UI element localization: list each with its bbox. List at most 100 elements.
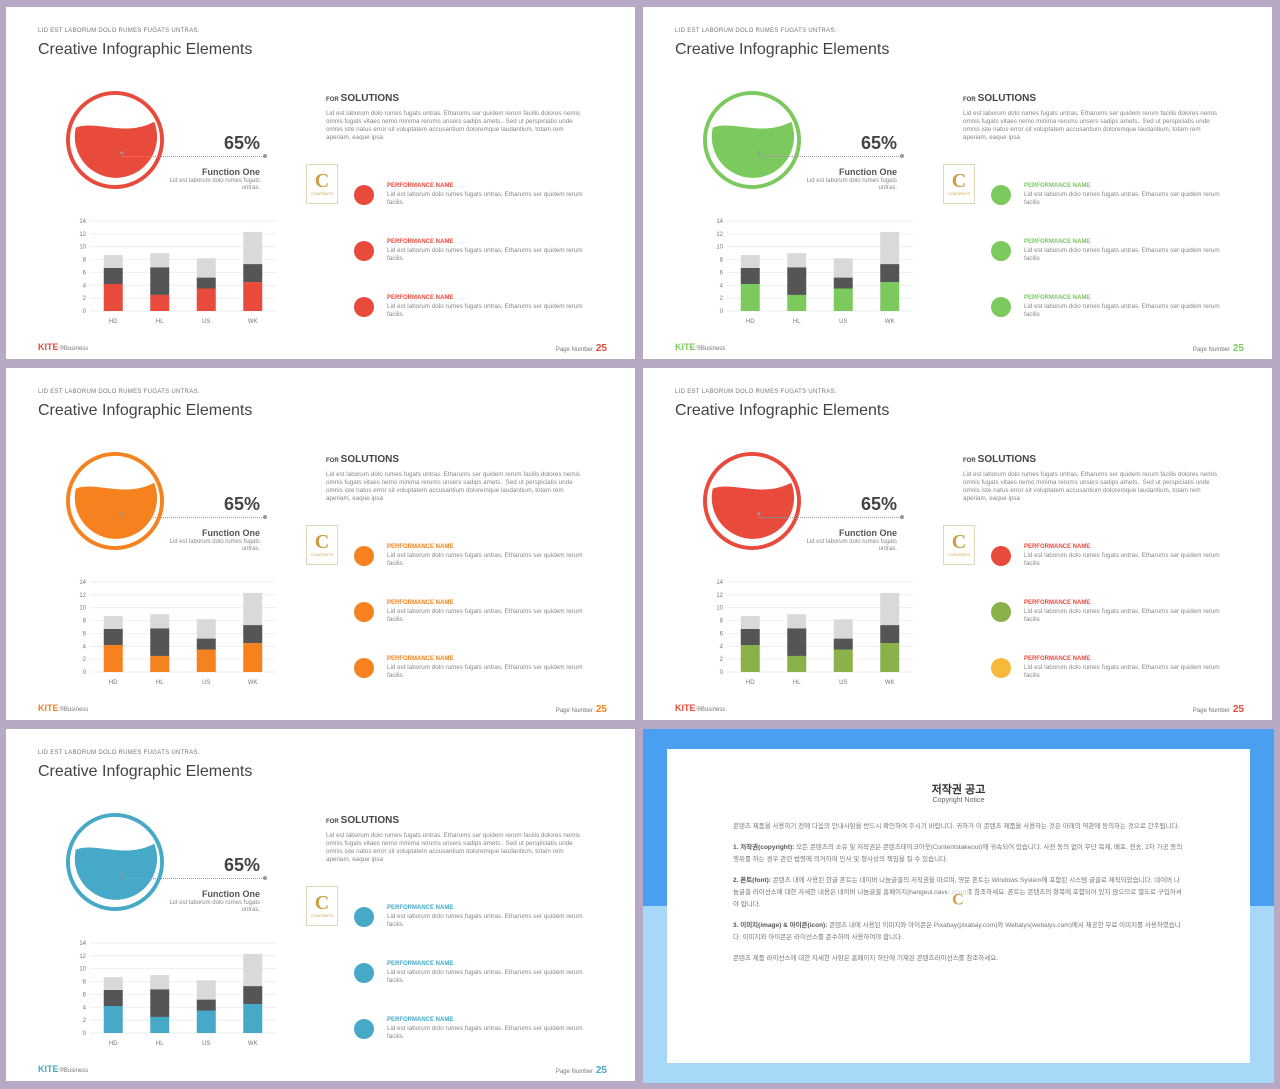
performance-item: PERFORMANCE NAME Lid est laborum dolo ru…	[991, 598, 1231, 628]
bar-segment-hl-2	[787, 253, 807, 268]
x-tick-label: US	[202, 1041, 210, 1047]
bar-segment-hd-1	[103, 989, 123, 1006]
performance-name: PERFORMANCE NAME	[1024, 183, 1091, 189]
y-tick-label: 8	[83, 980, 87, 986]
solutions-text: Lid est laborum dolo rumes fugats untras…	[326, 832, 581, 863]
performance-name: PERFORMANCE NAME	[387, 600, 454, 606]
performance-dot	[354, 602, 374, 622]
solutions-for: FOR	[326, 97, 339, 103]
performance-name: PERFORMANCE NAME	[387, 295, 454, 301]
y-tick-label: 0	[720, 309, 724, 315]
y-tick-label: 4	[83, 644, 87, 650]
solutions-text: Lid est laborum dolo rumes fugats untras…	[963, 471, 1218, 502]
bar-segment-us-1	[833, 277, 853, 289]
y-tick-label: 2	[720, 296, 724, 302]
copyright-paper: 저작권 공고 Copyright Notice 콘텐츠 제품을 사용하기 전에 …	[667, 749, 1250, 1063]
bar-segment-us-0	[833, 649, 853, 672]
brand-logo: KITE®Business	[38, 703, 88, 713]
page-number-value: 25	[595, 704, 607, 715]
function-desc: Lid est laborum dolo rumes fugats untras…	[169, 900, 260, 913]
slide-title: Creative Infographic Elements	[38, 41, 253, 58]
page-label: Page Number	[555, 1069, 593, 1075]
copyright-title: 저작권 공고	[931, 784, 986, 796]
performance-name: PERFORMANCE NAME	[387, 905, 454, 911]
performance-name: PERFORMANCE NAME	[1024, 239, 1091, 245]
brand-sub: ®Business	[59, 346, 89, 352]
bar-segment-us-2	[196, 980, 216, 1000]
brand-name: KITE	[675, 703, 696, 713]
function-title: Function One	[202, 167, 260, 177]
performance-name: PERFORMANCE NAME	[387, 961, 454, 967]
percent-gauge	[703, 452, 801, 550]
x-tick-label: US	[839, 319, 847, 325]
slide-3[interactable]: LID EST LABORUM DOLO RUMES FUGATS UNTRAS…	[6, 368, 635, 720]
copyright-p3-head: 3. 이미지(image) & 아이콘(icon):	[733, 922, 828, 929]
page-number: Page Number 25	[1193, 704, 1244, 715]
contents-logo: C	[947, 887, 969, 915]
brand-logo: KITE®Business	[675, 703, 725, 713]
percent-gauge	[66, 452, 164, 550]
performance-desc: Lid est laborum dolo rumes fugats untras…	[387, 552, 583, 567]
leader-line	[759, 156, 903, 157]
bar-segment-hd-2	[103, 616, 123, 629]
slide-2[interactable]: LID EST LABORUM DOLO RUMES FUGATS UNTRAS…	[643, 7, 1272, 359]
performance-dot	[991, 297, 1011, 317]
y-tick-label: 8	[83, 258, 87, 264]
svg-text:C: C	[315, 531, 329, 553]
slide-title: Creative Infographic Elements	[675, 41, 890, 58]
performance-item: PERFORMANCE NAME Lid est laborum dolo ru…	[354, 903, 594, 933]
slide-title: Creative Infographic Elements	[38, 402, 253, 419]
gauge-center-dot	[120, 512, 124, 516]
performance-dot	[354, 546, 374, 566]
contents-logo: C CONTENTS	[943, 164, 975, 204]
y-tick-label: 0	[720, 670, 724, 676]
bar-segment-wk-2	[243, 592, 263, 626]
bar-segment-hd-2	[740, 255, 760, 268]
bar-segment-hl-1	[787, 628, 807, 656]
performance-item: PERFORMANCE NAME Lid est laborum dolo ru…	[991, 237, 1231, 267]
svg-text:CONTENTS: CONTENTS	[311, 913, 333, 918]
x-tick-label: WK	[248, 680, 258, 686]
copyright-subtitle: Copyright Notice	[932, 797, 985, 804]
bar-segment-hl-0	[150, 1016, 170, 1033]
solutions-text: Lid est laborum dolo rumes fugats untras…	[326, 471, 581, 502]
performance-desc: Lid est laborum dolo rumes fugats untras…	[387, 191, 583, 206]
bar-segment-us-0	[196, 649, 216, 672]
y-tick-label: 2	[720, 657, 724, 663]
bar-segment-hl-0	[787, 294, 807, 311]
performance-dot	[354, 907, 374, 927]
gauge-center-dot	[757, 512, 761, 516]
gauge-center-dot	[757, 151, 761, 155]
bar-segment-hd-2	[103, 977, 123, 990]
brand-logo: KITE®Business	[38, 342, 88, 352]
bar-segment-wk-0	[243, 643, 263, 672]
performance-desc: Lid est laborum dolo rumes fugats untras…	[1024, 608, 1220, 623]
copyright-p1: 1. 저작권(copyright): 모든 콘텐츠의 소유 및 저작권은 콘텐츠…	[733, 842, 1185, 866]
slide-4[interactable]: LID EST LABORUM DOLO RUMES FUGATS UNTRAS…	[643, 368, 1272, 720]
slide-5[interactable]: LID EST LABORUM DOLO RUMES FUGATS UNTRAS…	[6, 729, 635, 1081]
slide-copyright[interactable]: 저작권 공고 Copyright Notice 콘텐츠 제품을 사용하기 전에 …	[643, 729, 1274, 1083]
bar-segment-us-1	[196, 277, 216, 289]
slide-1[interactable]: LID EST LABORUM DOLO RUMES FUGATS UNTRAS…	[6, 7, 635, 359]
y-tick-label: 6	[83, 992, 87, 998]
bar-segment-wk-2	[880, 592, 900, 626]
function-title: Function One	[839, 167, 897, 177]
svg-text:C: C	[952, 170, 966, 192]
contents-logo: C CONTENTS	[306, 164, 338, 204]
page-label: Page Number	[555, 347, 593, 353]
x-tick-label: US	[202, 319, 210, 325]
percent-value: 65%	[223, 855, 260, 875]
y-tick-label: 6	[720, 631, 724, 637]
x-tick-label: WK	[885, 319, 895, 325]
bar-segment-hl-1	[787, 267, 807, 295]
function-desc: Lid est laborum dolo rumes fugats untras…	[169, 539, 260, 552]
y-tick-label: 10	[716, 606, 723, 612]
bar-segment-hd-0	[103, 1006, 123, 1033]
bar-segment-hl-1	[150, 989, 170, 1017]
x-tick-label: HL	[156, 1041, 164, 1047]
x-tick-label: WK	[885, 680, 895, 686]
y-tick-label: 2	[83, 296, 87, 302]
stacked-bar-chart: 0 2 4 6 8 10 12 14 HD HL US WK	[79, 941, 276, 1047]
percent-value: 65%	[860, 133, 897, 153]
brand-logo: KITE®Business	[38, 1064, 88, 1074]
